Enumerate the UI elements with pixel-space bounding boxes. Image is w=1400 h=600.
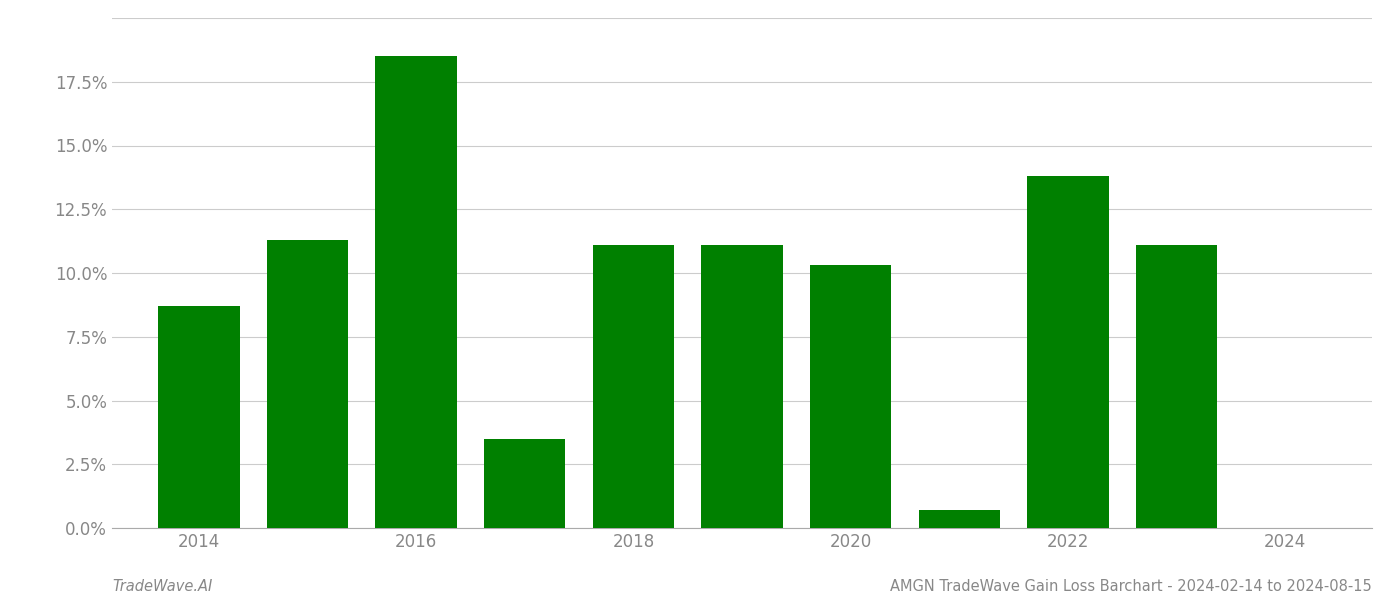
Bar <box>375 56 456 528</box>
Bar <box>158 306 239 528</box>
Bar <box>484 439 566 528</box>
Bar <box>809 265 892 528</box>
Bar <box>918 510 1000 528</box>
Bar <box>1028 176 1109 528</box>
Bar <box>267 240 349 528</box>
Bar <box>1135 245 1217 528</box>
Bar <box>701 245 783 528</box>
Text: TradeWave.AI: TradeWave.AI <box>112 579 213 594</box>
Bar <box>592 245 675 528</box>
Text: AMGN TradeWave Gain Loss Barchart - 2024-02-14 to 2024-08-15: AMGN TradeWave Gain Loss Barchart - 2024… <box>890 579 1372 594</box>
